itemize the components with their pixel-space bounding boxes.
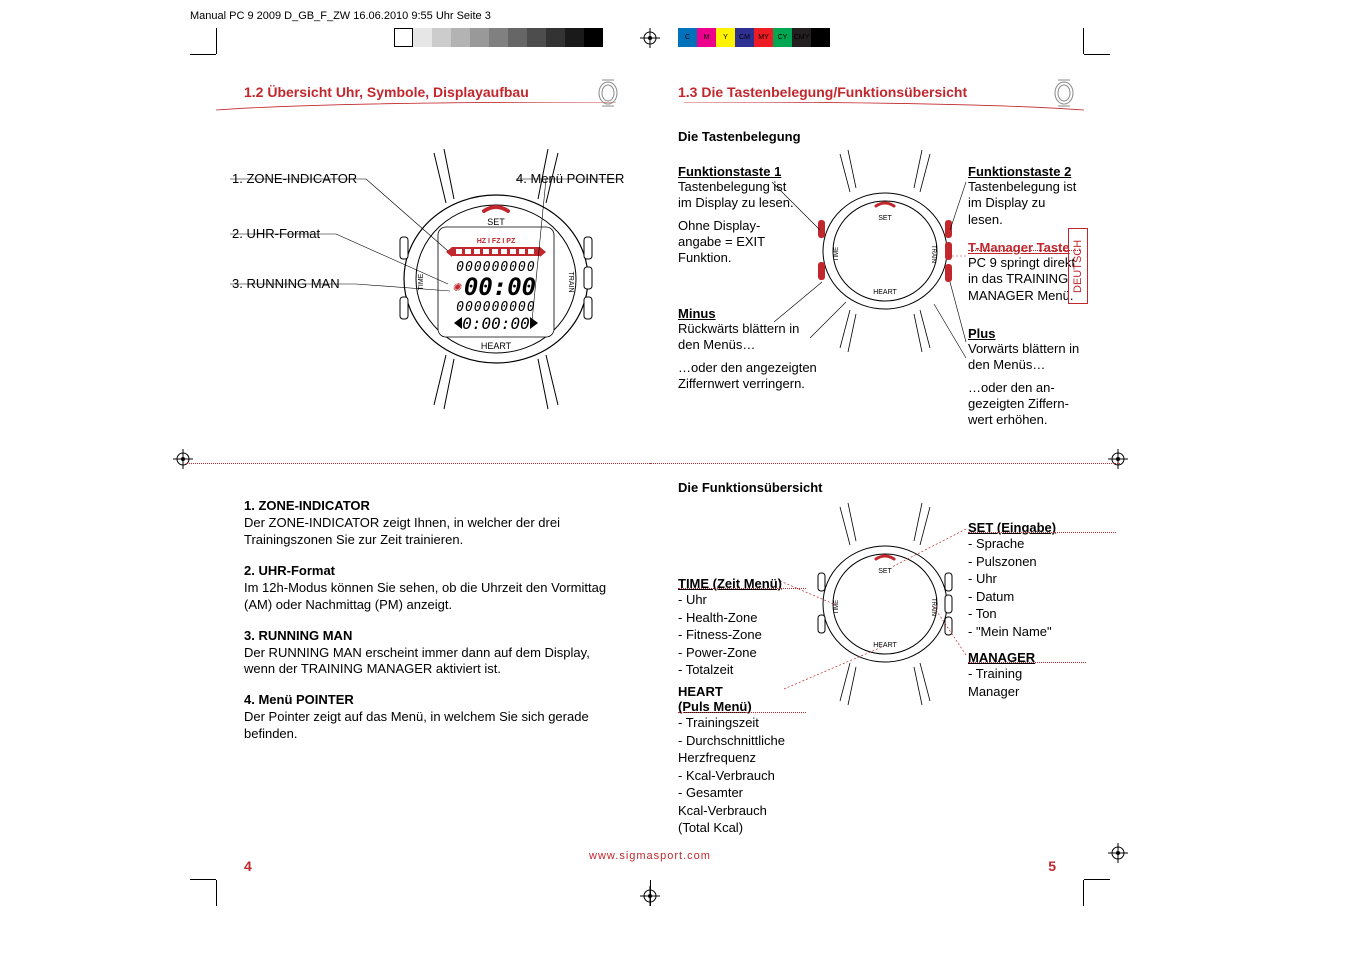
leader-lines	[216, 139, 650, 419]
list-item: - Training	[968, 665, 1088, 683]
list-item: - Power-Zone	[678, 644, 803, 662]
menu-block: MANAGER - Training Manager	[968, 650, 1088, 700]
watch-outline-icon	[1052, 76, 1076, 110]
dotted-divider	[968, 250, 1080, 251]
menu-list: - Sprache- Pulszonen- Uhr- Datum- Ton- "…	[968, 535, 1088, 640]
registration-mark-icon	[1108, 449, 1128, 469]
list-item: - Kcal-Verbrauch	[678, 767, 813, 785]
registration-mark-icon	[640, 886, 660, 906]
desc-text: Der RUNNING MAN erscheint immer dann auf…	[244, 645, 624, 679]
list-item: - Uhr	[678, 591, 803, 609]
list-item: - Health-Zone	[678, 609, 803, 627]
dotted-divider	[968, 532, 1116, 533]
page-number: 4	[244, 858, 252, 874]
list-item: (Total Kcal)	[678, 819, 813, 837]
dotted-divider	[678, 588, 806, 589]
section-title: 1.3 Die Tastenbelegung/Funktionsübersich…	[678, 84, 1084, 100]
page-number: 5	[1048, 858, 1056, 874]
language-tab: DEUTSCH	[1068, 228, 1088, 304]
list-item: Herzfrequenz	[678, 749, 813, 767]
registration-mark-icon	[1108, 843, 1128, 863]
red-curve	[216, 102, 650, 114]
list-item: - Fitness-Zone	[678, 626, 803, 644]
list-item: - Datum	[968, 588, 1088, 606]
leader-lines	[650, 146, 1084, 376]
watch-outline-icon	[596, 76, 620, 110]
section-title: 1.2 Übersicht Uhr, Symbole, Displayaufba…	[244, 84, 650, 100]
desc-text: Der ZONE-INDICATOR zeigt Ihnen, in welch…	[244, 515, 624, 549]
desc-heading: 1. ZONE-INDICATOR	[244, 498, 624, 513]
list-item: - Sprache	[968, 535, 1088, 553]
menu-list: - Trainingszeit- Durchschnittliche Herzf…	[678, 714, 813, 837]
menu-list: - Training Manager	[968, 665, 1088, 700]
page-left: 1.2 Übersicht Uhr, Symbole, Displayaufba…	[216, 54, 650, 880]
list-item: - Totalzeit	[678, 661, 803, 679]
desc-text: Im 12h-Modus können Sie sehen, ob die Uh…	[244, 580, 624, 614]
red-curve	[650, 102, 1084, 114]
list-item: - Durchschnittliche	[678, 732, 813, 750]
list-item: Manager	[968, 683, 1088, 701]
label: HEART	[678, 684, 813, 699]
footer-url: www.sigmasport.com	[589, 850, 711, 862]
crop-mark	[1083, 28, 1084, 54]
list-item: - Trainingszeit	[678, 714, 813, 732]
crop-mark	[216, 28, 217, 54]
crop-mark	[1083, 880, 1084, 906]
list-item: - "Mein Name"	[968, 623, 1088, 641]
page-right: 1.3 Die Tastenbelegung/Funktionsübersich…	[650, 54, 1084, 880]
dotted-divider	[650, 463, 1120, 464]
menu-block: HEART (Puls Menü) - Trainingszeit- Durch…	[678, 684, 813, 837]
crop-mark	[1084, 879, 1110, 880]
list-item: - Gesamter	[678, 784, 813, 802]
description-list: 1. ZONE-INDICATOR Der ZONE-INDICATOR zeig…	[244, 484, 624, 743]
desc-heading: 3. RUNNING MAN	[244, 628, 624, 643]
menu-block: SET (Eingabe) - Sprache- Pulszonen- Uhr-…	[968, 520, 1088, 640]
subheading: Die Funktionsübersicht	[678, 480, 822, 495]
dotted-divider	[968, 662, 1086, 663]
list-item: - Ton	[968, 605, 1088, 623]
crop-mark	[190, 879, 216, 880]
desc-heading: 4. Menü POINTER	[244, 692, 624, 707]
dotted-divider	[186, 463, 656, 464]
list-item: - Pulszonen	[968, 553, 1088, 571]
dotted-divider	[678, 712, 806, 713]
desc-text: Der Pointer zeigt auf das Menü, in welch…	[244, 709, 624, 743]
crop-mark	[216, 880, 217, 906]
crop-mark	[1084, 54, 1110, 55]
list-item: - Uhr	[968, 570, 1088, 588]
list-item: Kcal-Verbrauch	[678, 802, 813, 820]
registration-mark-icon	[640, 28, 660, 48]
menu-block: TIME (Zeit Menü) - Uhr- Health-Zone- Fit…	[678, 576, 803, 679]
cmyk-bar: CMYCMMYCYCMYK	[678, 28, 830, 47]
print-header: Manual PC 9 2009 D_GB_F_ZW 16.06.2010 9:…	[190, 10, 491, 22]
grayscale-bar	[394, 28, 603, 47]
desc-heading: 2. UHR-Format	[244, 563, 624, 578]
body-text: …oder den an­gezeigten Ziffern­wert erhö…	[968, 380, 1080, 429]
menu-list: - Uhr- Health-Zone- Fitness-Zone- Power-…	[678, 591, 803, 679]
crop-mark	[190, 54, 216, 55]
subheading: Die Tastenbelegung	[678, 129, 801, 144]
registration-mark-icon	[173, 449, 193, 469]
